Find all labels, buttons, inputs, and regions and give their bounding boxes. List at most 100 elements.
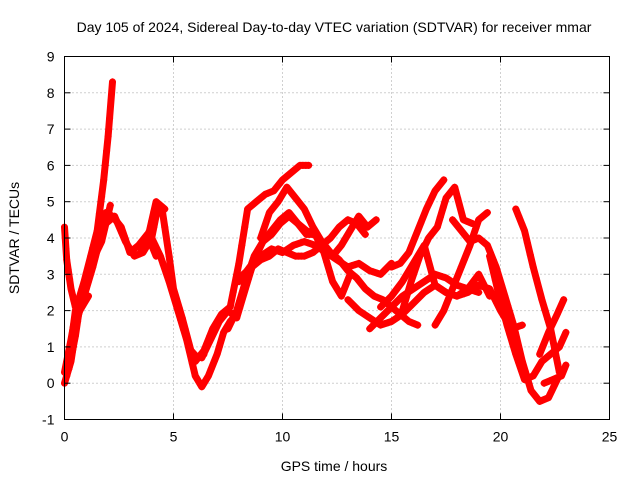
x-tick-label: 0 — [61, 429, 69, 445]
data-point — [448, 187, 456, 195]
data-point — [268, 227, 276, 235]
data-point — [454, 194, 462, 202]
data-point — [308, 240, 316, 248]
data-point — [391, 287, 399, 295]
data-point — [463, 234, 471, 242]
data-point — [523, 239, 531, 247]
data-point — [550, 382, 558, 390]
data-point — [165, 278, 173, 286]
data-point — [463, 249, 471, 256]
data-point — [405, 249, 413, 256]
data-point — [257, 234, 265, 242]
data-point — [159, 261, 167, 269]
data-point — [494, 288, 502, 296]
data-point — [233, 307, 241, 315]
series-arc-24 — [536, 296, 568, 358]
data-point — [425, 199, 433, 207]
data-point — [118, 229, 126, 237]
data-point — [442, 274, 450, 282]
y-tick-label: 3 — [47, 266, 55, 282]
data-point — [530, 390, 538, 398]
data-point — [491, 276, 499, 284]
data-point — [207, 365, 215, 373]
data-point — [486, 252, 494, 260]
y-tick-labels: -1 0 1 2 3 4 5 6 7 8 9 — [42, 49, 55, 428]
data-point — [471, 284, 479, 292]
data-point — [542, 336, 550, 344]
data-point — [289, 241, 297, 249]
data-point — [304, 239, 312, 247]
data-point — [351, 261, 359, 269]
data-point — [171, 297, 179, 305]
data-point — [558, 372, 565, 380]
data-point — [183, 336, 191, 344]
data-point — [67, 285, 75, 293]
data-point — [512, 205, 520, 213]
data-point — [435, 284, 443, 292]
data-point — [318, 238, 326, 246]
data-point — [100, 176, 108, 184]
data-point — [273, 220, 281, 227]
data-point — [201, 348, 209, 356]
data-point — [162, 269, 170, 277]
data-point — [518, 367, 526, 375]
data-point — [535, 362, 543, 370]
data-point — [555, 305, 563, 313]
data-point — [344, 296, 352, 304]
data-point — [210, 330, 217, 338]
data-point — [361, 230, 369, 238]
data-point — [431, 321, 439, 329]
data-point — [329, 278, 337, 286]
data-point — [215, 343, 223, 351]
series-band — [148, 234, 241, 391]
data-point — [541, 305, 549, 313]
data-point — [395, 296, 403, 304]
y-tick-label: 9 — [47, 49, 55, 65]
y-tick-label: 1 — [47, 339, 55, 355]
data-point — [353, 274, 361, 282]
y-tick-label: 7 — [47, 121, 55, 137]
data-point — [384, 307, 392, 315]
data-point — [85, 264, 93, 272]
data-point — [229, 288, 237, 296]
data-point — [64, 266, 72, 273]
data-point — [283, 183, 291, 191]
data-point — [95, 210, 103, 218]
data-point — [384, 319, 392, 327]
data-point — [312, 228, 320, 236]
data-series — [61, 78, 570, 405]
data-point — [417, 220, 425, 227]
data-point — [442, 194, 450, 202]
data-point — [497, 299, 505, 307]
data-point — [356, 223, 363, 231]
data-point — [536, 350, 544, 358]
data-point — [315, 233, 323, 241]
data-point — [227, 319, 235, 327]
data-point — [529, 263, 537, 271]
data-point — [472, 224, 480, 232]
data-point — [373, 318, 381, 325]
data-point — [457, 205, 464, 213]
data-point — [445, 190, 453, 198]
data-point — [562, 361, 570, 369]
data-point — [241, 223, 249, 231]
data-point — [512, 350, 520, 358]
data-point — [351, 303, 359, 311]
data-point — [366, 314, 374, 322]
data-point — [515, 212, 523, 220]
data-point — [388, 303, 395, 311]
data-point — [509, 341, 517, 348]
data-point — [146, 227, 153, 235]
data-point — [107, 96, 115, 104]
data-point — [425, 234, 433, 242]
series-arc-20 — [431, 209, 491, 329]
y-tick-label: 5 — [47, 194, 55, 210]
data-point — [151, 240, 159, 248]
data-point — [457, 263, 465, 271]
x-tick-label: 5 — [170, 429, 178, 445]
data-point — [165, 252, 173, 260]
data-point — [414, 321, 422, 329]
series-arc-18 — [388, 176, 448, 271]
series-arc-7 — [137, 198, 169, 253]
data-point — [204, 342, 212, 350]
